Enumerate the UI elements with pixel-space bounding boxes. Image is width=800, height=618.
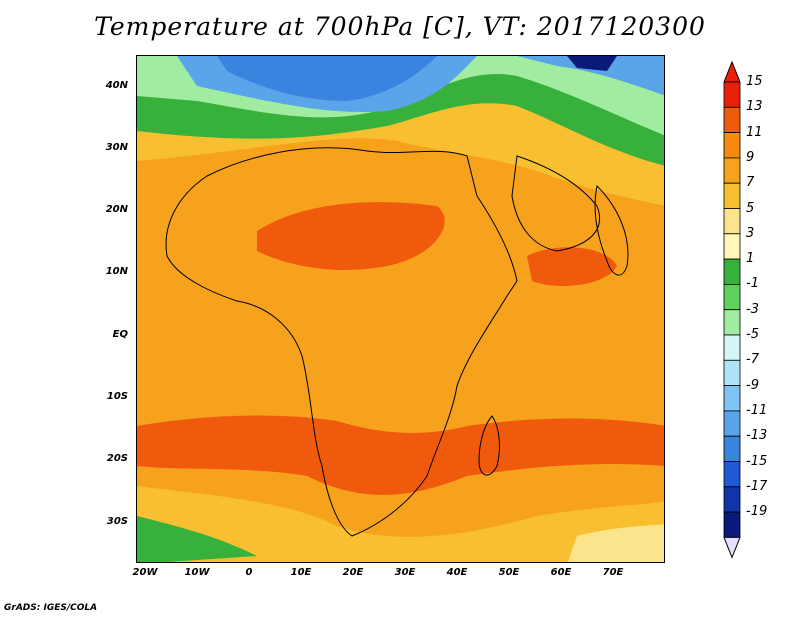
lat-label-20s: 20S [106,453,128,464]
colorbar-label: -7 [746,352,759,368]
colorbar-label: 5 [746,200,755,216]
colorbar-swatch [723,359,741,386]
colorbar-swatch [723,410,741,437]
colorbar-label: 15 [746,74,763,89]
colorbar-swatch [723,283,741,311]
colorbar-label: -17 [746,478,768,494]
colorbar-swatch [723,461,741,488]
colorbar-swatch [723,385,741,412]
colorbar-swatch [723,233,741,260]
lon-label-10w: 10W [184,567,210,578]
colorbar-swatch [723,208,741,235]
colorbar-label: -19 [746,504,768,520]
lon-label-60e: 60E [550,567,572,578]
lat-label-10s: 10S [106,391,128,402]
lon-label-30e: 30E [394,567,416,578]
lon-label-50e: 50E [498,567,520,578]
colorbar-label: 9 [746,149,755,165]
colorbar-swatch [723,182,741,209]
credit-text: GrADS: IGES/COLA [4,603,98,613]
colorbar-swatch [723,106,741,133]
colorbar-swatch [723,258,741,285]
colorbar-label: 13 [746,99,763,115]
colorbar-bottom-arrow [723,536,741,559]
colorbar-label: -3 [746,301,759,317]
colorbar-swatch [723,511,741,538]
lat-label-30s: 30S [106,516,128,527]
lat-label-20n: 20N [105,204,128,215]
colorbar-label: -1 [746,276,759,292]
colorbar-label: 7 [746,175,755,191]
lon-label-20e: 20E [342,567,364,578]
lat-label-40n: 40N [105,80,128,91]
lon-label-10e: 10E [290,567,312,578]
colorbar-label: 3 [746,225,755,241]
lat-label-30n: 30N [105,142,128,153]
map-field [137,56,664,562]
colorbar-top-arrow [723,60,741,83]
lon-label-20w: 20W [132,567,158,578]
colorbar-label: 11 [746,124,763,140]
colorbar-label: -5 [746,327,759,342]
lon-label-0: 0 [245,567,253,578]
colorbar-label: -15 [746,453,768,469]
colorbar-swatch [723,486,741,513]
colorbar-swatch [723,157,741,184]
lon-label-70e: 70E [602,567,624,578]
lon-label-40e: 40E [446,567,468,578]
colorbar-label: -13 [746,428,768,444]
colorbar-label: -11 [746,402,768,418]
colorbar-swatch [723,309,741,336]
colorbar-swatch [723,334,741,361]
chart-title: Temperature at 700hPa [C], VT: 201712030… [94,12,706,41]
colorbar [723,60,741,559]
temperature-map [136,55,665,563]
lat-label-10n: 10N [105,266,128,277]
colorbar-swatch [723,132,741,159]
colorbar-label: -9 [746,377,759,393]
colorbar-swatch [723,81,741,108]
colorbar-swatch [723,435,741,462]
lat-label-eq: EQ [112,329,128,340]
colorbar-label: 1 [746,251,755,267]
